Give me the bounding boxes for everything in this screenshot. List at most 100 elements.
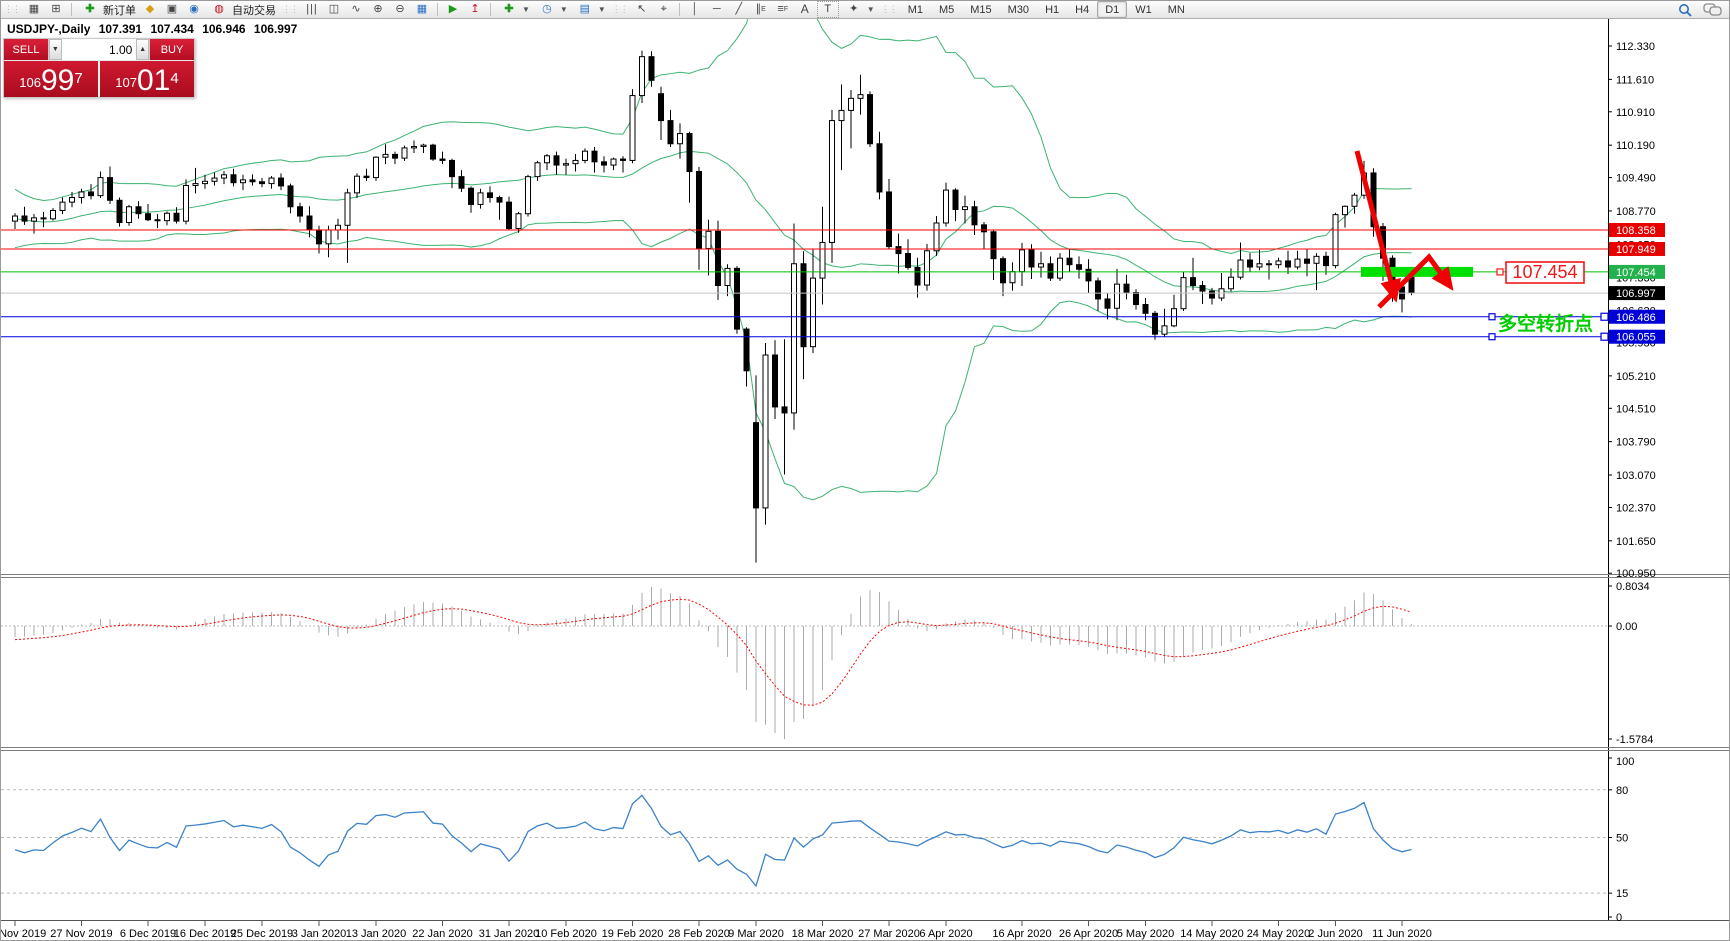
time-axis-label[interactable]: 14 May 2020 — [1180, 928, 1244, 940]
bar-chart-icon[interactable]: ||| — [306, 3, 318, 15]
fibonacci-icon[interactable]: ≡ F — [777, 3, 789, 15]
autotrading-button[interactable]: ◍ 自动交易 — [205, 2, 279, 17]
chat-icon[interactable] — [1703, 2, 1723, 17]
toolbar-grip[interactable]: ⋮⋮ — [880, 4, 898, 14]
zoom-in-icon[interactable]: ⊕ — [373, 3, 383, 15]
time-axis-label[interactable]: 18 Nov 2019 — [1, 928, 46, 940]
timeframe-m1[interactable]: M1 — [907, 3, 923, 16]
equidistant-channel-icon[interactable]: ∥ E — [755, 3, 766, 15]
time-axis-label[interactable]: 10 Feb 2020 — [535, 928, 597, 940]
toolbar-grip[interactable]: ⋮⋮ — [4, 4, 21, 14]
line-chart-icon[interactable]: ∿ — [351, 3, 361, 15]
buy-button[interactable]: BUY — [150, 39, 194, 60]
candle — [620, 156, 626, 173]
line-handle[interactable] — [1488, 313, 1496, 321]
timeframe-m30[interactable]: M30 — [1007, 3, 1030, 16]
auto-scroll-icon[interactable]: ▶ — [448, 3, 458, 15]
volume-decrease-button[interactable]: ▼ — [49, 39, 62, 60]
price-badge — [1609, 329, 1665, 344]
sell-price-display[interactable]: 106 99 7 — [4, 61, 100, 97]
zoom-out-icon[interactable]: ⊖ — [395, 3, 405, 15]
line-handle[interactable] — [1600, 312, 1609, 321]
timeframe-d1[interactable]: D1 — [1097, 1, 1128, 18]
candle-body — [1038, 263, 1044, 268]
market-watch-icon[interactable]: ▣ — [166, 3, 178, 15]
time-axis-label[interactable]: 5 May 2020 — [1117, 928, 1174, 940]
time-axis-label[interactable]: 27 Mar 2020 — [858, 928, 920, 940]
volume-increase-button[interactable]: ▲ — [136, 39, 150, 60]
time-axis-label[interactable]: 18 Mar 2020 — [792, 928, 854, 940]
quote-low: 106.946 — [202, 22, 246, 36]
candle — [1323, 251, 1329, 275]
indicators-button[interactable]: ✚ ▼ — [495, 2, 533, 17]
time-axis-label[interactable]: 28 Feb 2020 — [668, 928, 730, 940]
time-axis-label[interactable]: 22 Jan 2020 — [412, 928, 473, 940]
timeframe-w1[interactable]: W1 — [1135, 3, 1152, 16]
quote-open: 107.391 — [98, 22, 143, 36]
arrows-tool-button[interactable]: ✦ ▼ — [840, 2, 878, 17]
time-axis-label[interactable]: 2 Jun 2020 — [1308, 928, 1362, 940]
candle-body — [743, 328, 750, 372]
time-axis-label[interactable]: 13 Jan 2020 — [346, 928, 407, 940]
time-axis-label[interactable]: 11 Jun 2020 — [1372, 928, 1432, 940]
gold-bar-icon[interactable]: ◆ — [145, 3, 155, 15]
candle-body — [382, 153, 389, 158]
time-axis-label[interactable]: 24 May 2020 — [1247, 928, 1311, 940]
time-axis-label[interactable]: 31 Jan 2020 — [479, 928, 540, 940]
templates-button[interactable]: ▤ ▼ — [571, 2, 609, 17]
timeframe-m15[interactable]: M15 — [970, 3, 992, 16]
price-callout-box[interactable] — [1505, 261, 1585, 284]
text-tool-icon[interactable]: A — [800, 2, 809, 16]
sell-button[interactable]: SELL — [4, 39, 48, 60]
time-axis-label[interactable]: 6 Apr 2020 — [919, 928, 972, 940]
horizontal-line-icon[interactable]: ─ — [712, 3, 721, 15]
chart-shift-icon[interactable]: ↥ — [470, 3, 480, 15]
time-axis-label[interactable]: 19 Feb 2020 — [602, 928, 664, 940]
candle-body — [477, 192, 484, 205]
candlestick-chart-icon[interactable]: ◫ — [328, 3, 340, 15]
signals-icon[interactable]: ◉ — [189, 3, 199, 15]
toolbar-grip[interactable]: ⋮⋮ — [611, 4, 629, 14]
time-axis-label[interactable]: 6 Dec 2019 — [120, 928, 176, 940]
toolbar-grip[interactable]: ⋮⋮ — [282, 4, 299, 14]
profiles-icon[interactable]: ⊞ — [51, 3, 61, 15]
trend-down-arrow[interactable] — [1354, 150, 1401, 303]
callout-handle[interactable] — [1496, 268, 1504, 276]
timeframe-m5[interactable]: M5 — [938, 3, 955, 16]
search-icon[interactable] — [1678, 3, 1693, 17]
cursor-icon[interactable]: ↖ — [637, 3, 647, 15]
trendline-icon[interactable]: ╱ — [735, 3, 743, 15]
turning-point-note[interactable]: 多空转折点 — [1498, 312, 1593, 335]
line-handle[interactable] — [1488, 333, 1496, 341]
price-badge-text: 108.358 — [1616, 225, 1656, 237]
zigzag-forecast-arrow[interactable] — [1377, 253, 1454, 309]
candle — [430, 143, 436, 161]
time-axis-label[interactable]: 27 Nov 2019 — [50, 928, 112, 940]
timeframe-h1[interactable]: H1 — [1045, 3, 1060, 16]
text-label-icon[interactable]: T — [816, 1, 839, 18]
time-axis-label[interactable]: 26 Apr 2020 — [1059, 928, 1118, 940]
candle-body — [848, 97, 854, 111]
crosshair-icon[interactable]: ⌖ — [660, 3, 667, 15]
candle-body — [88, 191, 94, 197]
time-axis-label[interactable]: 16 Dec 2019 — [174, 928, 236, 940]
new-chart-icon[interactable]: ▦ — [28, 3, 40, 15]
timeframe-mn[interactable]: MN — [1167, 3, 1185, 16]
candle — [487, 186, 493, 203]
time-axis-label[interactable]: 25 Dec 2019 — [231, 928, 293, 940]
periods-button[interactable]: ◷ ▼ — [533, 2, 571, 17]
time-axis-label[interactable]: 16 Apr 2020 — [992, 928, 1051, 940]
candle — [1351, 192, 1358, 214]
new-order-button[interactable]: ✚ 新订单 — [76, 2, 139, 17]
time-axis-label[interactable]: 3 Jan 2020 — [292, 928, 346, 940]
tile-windows-icon[interactable]: ▦ — [416, 3, 428, 15]
time-axis-label[interactable]: 9 Mar 2020 — [728, 928, 784, 940]
buy-price-display[interactable]: 107 01 4 — [100, 61, 194, 97]
vertical-line-icon[interactable]: │ — [691, 3, 699, 15]
line-handle[interactable] — [1600, 332, 1609, 341]
volume-input[interactable] — [61, 39, 137, 60]
candle-body — [1247, 259, 1253, 268]
timeframe-h4[interactable]: H4 — [1075, 3, 1090, 16]
